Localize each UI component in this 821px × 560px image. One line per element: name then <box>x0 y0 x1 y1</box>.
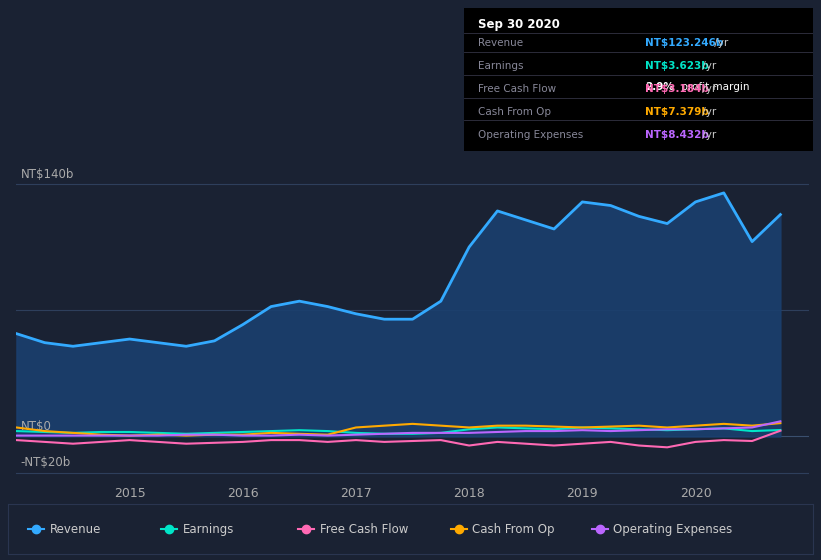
Text: NT$123.246b: NT$123.246b <box>645 39 723 48</box>
Text: Cash From Op: Cash From Op <box>472 522 555 536</box>
Text: Operating Expenses: Operating Expenses <box>478 130 583 140</box>
Text: 2.9%: 2.9% <box>645 82 674 92</box>
Text: NT$3.184b: NT$3.184b <box>645 84 709 94</box>
Text: /yr: /yr <box>699 130 716 140</box>
Text: Sep 30 2020: Sep 30 2020 <box>478 18 560 31</box>
Text: Revenue: Revenue <box>478 39 523 48</box>
Text: /yr: /yr <box>699 84 716 94</box>
Text: Operating Expenses: Operating Expenses <box>613 522 732 536</box>
Text: NT$140b: NT$140b <box>21 167 74 181</box>
Text: NT$7.379b: NT$7.379b <box>645 107 709 117</box>
Text: NT$3.623b: NT$3.623b <box>645 61 709 71</box>
Text: Free Cash Flow: Free Cash Flow <box>478 84 556 94</box>
Text: /yr: /yr <box>710 39 727 48</box>
Text: /yr: /yr <box>699 107 716 117</box>
Text: profit margin: profit margin <box>678 82 750 92</box>
Text: Earnings: Earnings <box>183 522 234 536</box>
Text: Free Cash Flow: Free Cash Flow <box>319 522 408 536</box>
Text: Cash From Op: Cash From Op <box>478 107 551 117</box>
Text: NT$8.432b: NT$8.432b <box>645 130 709 140</box>
Text: /yr: /yr <box>699 61 716 71</box>
Text: NT$0: NT$0 <box>21 420 51 433</box>
Text: -NT$20b: -NT$20b <box>21 456 71 469</box>
Text: Earnings: Earnings <box>478 61 523 71</box>
Text: Revenue: Revenue <box>50 522 102 536</box>
